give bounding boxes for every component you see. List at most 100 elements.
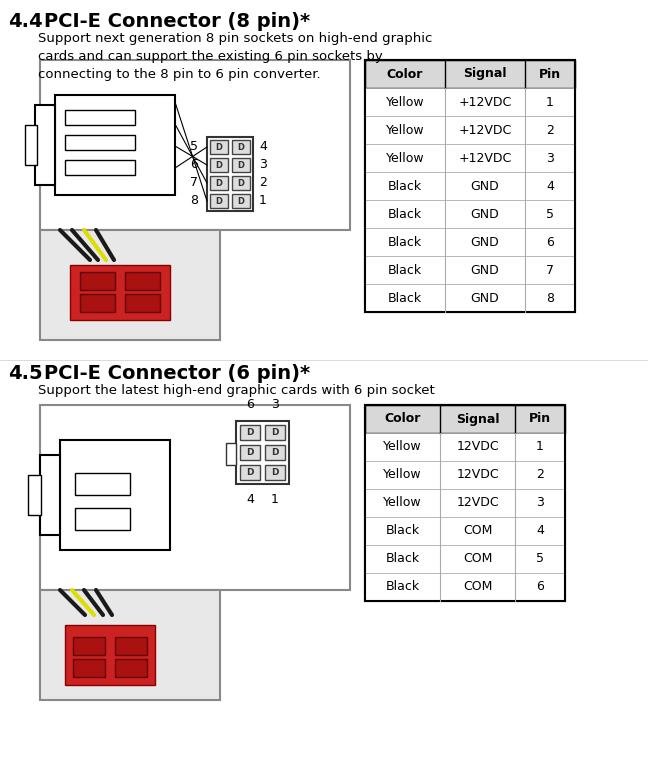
Bar (365, 60, 575, 312)
Bar (365, 172, 575, 200)
Bar (365, 88, 575, 116)
Text: GND: GND (470, 236, 500, 249)
Text: COM: COM (463, 581, 492, 594)
Bar (70, 265, 170, 320)
Bar (210, 176, 228, 190)
Bar (115, 659, 147, 677)
Bar (207, 137, 253, 211)
Text: 2: 2 (536, 468, 544, 482)
Bar (28, 475, 41, 515)
Text: Black: Black (388, 292, 422, 305)
Text: Support next generation 8 pin sockets on high-end graphic
cards and can support : Support next generation 8 pin sockets on… (38, 32, 432, 81)
Text: Black: Black (388, 236, 422, 249)
Bar (65, 625, 155, 685)
Bar (73, 637, 105, 655)
Text: 6: 6 (190, 159, 198, 172)
Text: 5: 5 (546, 207, 554, 220)
Bar (65, 160, 135, 175)
Text: 7: 7 (190, 176, 198, 189)
Text: Yellow: Yellow (383, 496, 422, 509)
Bar (365, 573, 565, 601)
Text: Black: Black (386, 581, 419, 594)
Bar (210, 158, 228, 172)
Text: Pin: Pin (539, 68, 561, 81)
Text: COM: COM (463, 553, 492, 565)
Text: 5: 5 (190, 141, 198, 154)
Text: 7: 7 (546, 264, 554, 277)
Text: 5: 5 (536, 553, 544, 565)
Text: D: D (238, 160, 244, 169)
Bar (35, 105, 55, 185)
Text: 12VDC: 12VDC (456, 468, 499, 482)
Text: 2: 2 (259, 176, 267, 189)
Text: D: D (272, 428, 279, 437)
Bar (232, 176, 250, 190)
Bar (40, 60, 350, 230)
Bar (115, 637, 147, 655)
Text: 3: 3 (536, 496, 544, 509)
Text: Black: Black (388, 179, 422, 192)
Text: Black: Black (388, 264, 422, 277)
Bar (365, 256, 575, 284)
Text: Black: Black (386, 524, 419, 537)
Text: D: D (216, 179, 222, 188)
Bar (365, 144, 575, 172)
Text: Pin: Pin (529, 413, 551, 426)
Text: Yellow: Yellow (386, 151, 424, 164)
Bar (240, 465, 260, 480)
Text: 12VDC: 12VDC (456, 496, 499, 509)
Bar (73, 659, 105, 677)
Text: 8: 8 (190, 195, 198, 207)
Text: 4: 4 (259, 141, 267, 154)
Text: Yellow: Yellow (386, 123, 424, 137)
Text: 3: 3 (271, 398, 279, 411)
Bar (232, 140, 250, 154)
Text: D: D (216, 160, 222, 169)
Text: 3: 3 (259, 159, 267, 172)
Bar (365, 461, 565, 489)
Bar (232, 158, 250, 172)
Bar (210, 140, 228, 154)
Bar (210, 194, 228, 208)
Text: GND: GND (470, 207, 500, 220)
Text: 1: 1 (546, 96, 554, 109)
Text: Yellow: Yellow (383, 468, 422, 482)
Text: D: D (272, 468, 279, 477)
Bar (365, 433, 565, 461)
Bar (365, 116, 575, 144)
Bar (40, 590, 220, 700)
Text: 4: 4 (546, 179, 554, 192)
Text: 1: 1 (259, 195, 267, 207)
Text: Black: Black (386, 553, 419, 565)
Bar (365, 60, 575, 312)
Bar (365, 517, 565, 545)
Text: Color: Color (387, 68, 423, 81)
Text: COM: COM (463, 524, 492, 537)
Bar (125, 294, 160, 312)
Text: D: D (216, 143, 222, 151)
Text: +12VDC: +12VDC (458, 151, 512, 164)
Bar (226, 443, 236, 465)
Text: 4: 4 (246, 493, 254, 506)
Text: +12VDC: +12VDC (458, 123, 512, 137)
Text: 3: 3 (546, 151, 554, 164)
Text: D: D (238, 179, 244, 188)
Bar (365, 228, 575, 256)
Text: GND: GND (470, 264, 500, 277)
Text: D: D (246, 448, 254, 457)
Text: D: D (272, 448, 279, 457)
Bar (365, 405, 565, 601)
Text: D: D (238, 143, 244, 151)
Text: GND: GND (470, 179, 500, 192)
Bar (80, 294, 115, 312)
Bar (365, 60, 575, 88)
Text: D: D (238, 197, 244, 205)
Text: 1: 1 (271, 493, 279, 506)
Bar (365, 405, 565, 433)
Text: Yellow: Yellow (386, 96, 424, 109)
Text: D: D (216, 197, 222, 205)
Bar (365, 284, 575, 312)
Bar (236, 421, 289, 484)
Text: GND: GND (470, 292, 500, 305)
Text: 4.5: 4.5 (8, 364, 43, 383)
